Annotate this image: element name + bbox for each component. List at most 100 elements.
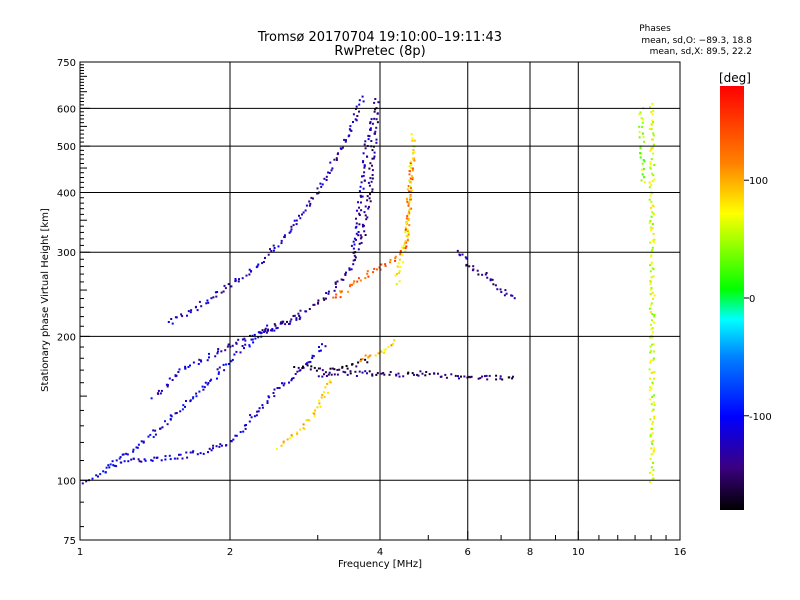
data-point xyxy=(375,118,378,121)
data-point xyxy=(476,269,479,272)
data-point xyxy=(357,234,360,237)
data-point xyxy=(224,287,227,290)
data-point xyxy=(368,197,371,200)
data-point xyxy=(652,321,655,324)
data-point xyxy=(362,174,365,177)
data-point xyxy=(317,375,320,378)
data-point xyxy=(267,328,269,331)
data-point xyxy=(318,346,320,348)
data-point xyxy=(270,250,273,252)
data-point xyxy=(376,372,379,375)
data-point xyxy=(651,291,654,294)
data-point xyxy=(650,371,653,374)
data-point xyxy=(355,222,358,225)
data-point xyxy=(364,354,367,357)
data-point xyxy=(298,314,301,317)
data-point xyxy=(226,345,229,348)
data-point xyxy=(273,247,276,249)
data-point xyxy=(652,109,655,112)
data-point xyxy=(150,459,153,462)
data-point xyxy=(220,350,223,353)
data-point xyxy=(651,473,654,476)
data-point xyxy=(376,268,378,271)
data-point xyxy=(372,157,375,160)
data-point xyxy=(179,410,182,413)
data-point xyxy=(653,178,656,181)
data-point xyxy=(350,129,353,132)
data-point xyxy=(137,443,140,446)
data-point xyxy=(312,197,314,200)
data-point xyxy=(488,374,491,377)
data-point xyxy=(374,98,377,100)
data-point xyxy=(168,454,171,457)
data-point xyxy=(216,377,218,380)
data-point xyxy=(327,171,330,174)
data-point xyxy=(358,99,361,102)
data-point xyxy=(325,179,328,181)
data-point xyxy=(370,140,373,142)
data-point xyxy=(376,121,379,124)
data-point xyxy=(508,376,511,379)
data-point xyxy=(245,424,247,426)
data-point xyxy=(642,159,645,161)
data-point xyxy=(308,204,311,207)
data-point xyxy=(652,451,655,454)
data-point xyxy=(214,291,217,294)
data-point xyxy=(366,272,369,275)
data-point xyxy=(499,377,502,380)
data-point xyxy=(143,458,146,461)
data-point xyxy=(399,253,402,256)
data-point xyxy=(402,261,405,264)
data-point xyxy=(355,238,357,241)
data-point xyxy=(653,403,656,406)
data-point xyxy=(412,149,415,152)
data-point xyxy=(640,168,643,171)
data-point xyxy=(648,471,651,474)
data-point xyxy=(349,372,352,375)
data-point xyxy=(369,200,372,203)
data-point xyxy=(111,460,114,463)
data-point xyxy=(359,185,362,188)
data-point xyxy=(638,125,641,128)
data-point xyxy=(380,263,383,266)
data-point xyxy=(269,329,272,332)
data-point xyxy=(651,313,654,315)
data-point xyxy=(405,241,408,244)
data-point xyxy=(361,95,364,98)
data-point xyxy=(366,372,368,375)
data-point xyxy=(486,276,489,279)
data-point xyxy=(302,423,305,426)
data-point xyxy=(389,258,392,261)
data-point xyxy=(301,213,303,216)
data-point xyxy=(379,268,382,271)
data-point xyxy=(135,446,138,449)
data-point xyxy=(408,173,411,176)
data-point xyxy=(650,280,652,283)
x-tick-label: 10 xyxy=(572,547,585,558)
data-point xyxy=(368,184,371,187)
data-point xyxy=(335,286,337,289)
data-point xyxy=(410,160,413,163)
data-point xyxy=(235,342,238,345)
data-point xyxy=(217,348,220,350)
phase-o-stats: mean, sd,O: −89.3, 18.8 xyxy=(641,36,752,46)
data-point xyxy=(342,370,345,373)
data-point xyxy=(267,329,269,332)
data-point xyxy=(349,285,351,288)
data-point xyxy=(410,198,412,201)
data-point xyxy=(648,307,651,310)
data-point xyxy=(330,373,333,376)
data-point xyxy=(218,366,221,369)
data-point xyxy=(318,402,321,405)
data-point xyxy=(371,149,374,152)
colorbar xyxy=(720,86,744,510)
data-point xyxy=(651,410,654,413)
data-point xyxy=(227,283,230,286)
data-point xyxy=(649,418,652,421)
data-point xyxy=(648,389,651,392)
data-point xyxy=(304,310,307,313)
data-point xyxy=(360,236,363,239)
data-point xyxy=(340,278,343,281)
data-point xyxy=(290,225,293,228)
data-point xyxy=(282,384,285,387)
